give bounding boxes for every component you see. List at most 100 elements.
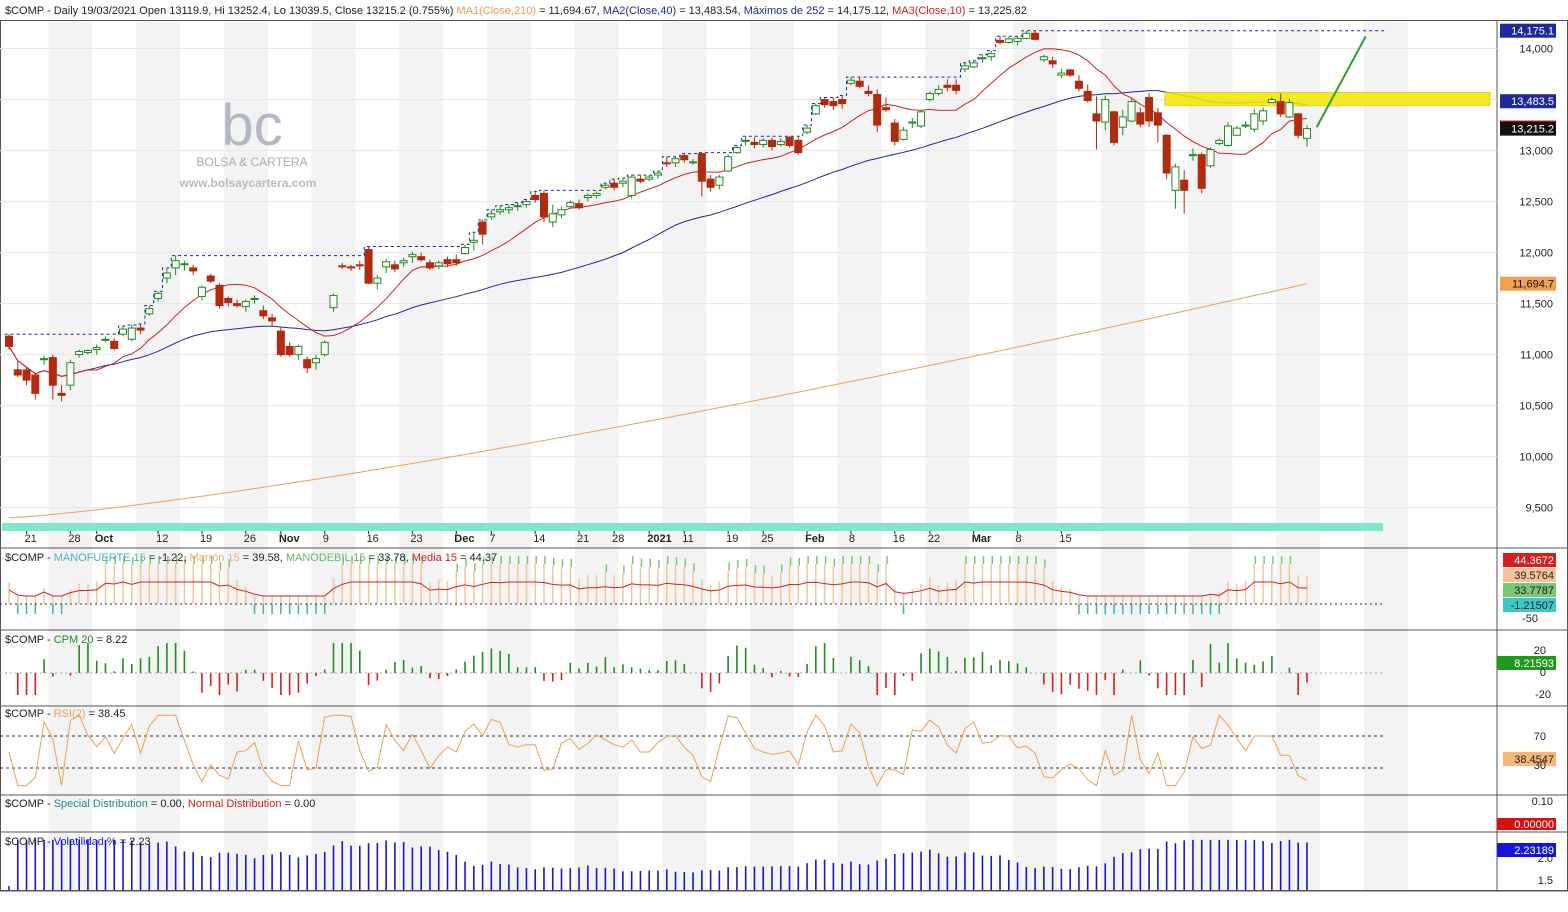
x-axis-label: Mar <box>972 533 992 545</box>
candle-down <box>697 153 706 182</box>
candle-up <box>724 156 733 172</box>
candle-up <box>1004 38 1013 43</box>
candle-down <box>215 284 224 307</box>
candle-up <box>987 53 996 58</box>
x-axis-label: 16 <box>367 533 379 545</box>
candle-down <box>943 84 952 88</box>
candle-up <box>399 260 408 264</box>
cpm-axis-tick-top: 20 <box>1534 645 1546 657</box>
mano-media-line <box>8 581 1308 597</box>
candle-up <box>461 246 470 255</box>
candle-up <box>469 239 478 243</box>
candle-down <box>1092 113 1101 122</box>
candle-up <box>715 176 724 186</box>
mano-tag <box>1503 553 1556 567</box>
price-tag <box>1500 94 1556 109</box>
candle-down <box>1031 32 1040 40</box>
candle-down <box>206 275 215 282</box>
x-axis-label: 21 <box>25 533 37 545</box>
candle-up <box>618 180 627 184</box>
candle-up <box>241 301 250 308</box>
candle-up <box>934 88 943 94</box>
candle-up <box>101 338 110 341</box>
candle-up <box>373 277 382 284</box>
price-tag-label: 14,175.1 <box>1511 26 1554 38</box>
candle-up <box>1022 32 1031 39</box>
candle-down <box>57 392 66 396</box>
price-axis-tick: 14,000 <box>1519 44 1553 56</box>
header-max-label: Máximos de 252 <box>744 5 825 17</box>
candle-up <box>127 327 136 340</box>
candle-up <box>92 346 101 350</box>
candle-down <box>13 369 22 376</box>
candle-down <box>268 317 277 322</box>
candle-down <box>539 192 548 218</box>
x-axis-label: 2021 <box>647 533 671 545</box>
candle-down <box>882 107 890 111</box>
price-grid: 14,00013,50013,00012,50012,00011,50011,0… <box>0 44 1553 515</box>
dist-axis-tick: 0.10 <box>1532 796 1553 808</box>
candle-down <box>303 359 312 369</box>
candle-down <box>31 374 40 394</box>
week-band <box>574 20 619 890</box>
week-band <box>750 20 794 890</box>
mano-tag-label: -1.21507 <box>1511 600 1554 612</box>
week-band <box>837 20 882 890</box>
x-axis-label: 23 <box>410 533 422 545</box>
x-axis-label: Dec <box>454 533 474 545</box>
candle-up <box>960 65 969 70</box>
x-axis-label: 28 <box>612 533 624 545</box>
mano-tag <box>1503 568 1556 582</box>
candle-down <box>355 264 364 267</box>
candle-up <box>83 350 92 354</box>
candle-up <box>741 139 750 142</box>
x-axis-label: 19 <box>200 533 212 545</box>
candle-down <box>873 93 882 126</box>
cpm-panel-title: $COMP - CPM 20 = 8.22 <box>5 634 127 646</box>
candle-down <box>338 265 347 268</box>
week-band <box>1363 20 1408 890</box>
candle-down <box>390 264 399 270</box>
header-ma2-value: = 13,483.54, <box>679 5 740 17</box>
price-tag <box>1500 276 1556 291</box>
candle-up <box>40 358 49 361</box>
candle-down <box>706 178 715 188</box>
ma10-line <box>8 48 1308 377</box>
rsi-axis-tick-top: 70 <box>1534 731 1546 743</box>
price-axis-tick: 11,000 <box>1520 350 1553 362</box>
header-ma1-value: = 11,694.67, <box>539 5 600 17</box>
candle-down <box>1276 101 1285 115</box>
candle-down <box>5 335 13 347</box>
candle-up <box>1250 113 1259 130</box>
price-axis-tick: 9,500 <box>1525 503 1553 515</box>
candle-down <box>636 178 645 182</box>
cpm-tag-label: 8.21593 <box>1514 658 1554 670</box>
candle-up <box>1267 99 1276 104</box>
candle-down <box>1162 134 1171 174</box>
x-axis-label: 22 <box>928 533 940 545</box>
candle-up <box>583 194 592 198</box>
candle-up <box>1188 154 1197 157</box>
price-tag <box>1500 121 1556 136</box>
candle-up <box>408 254 417 258</box>
mano-panel-title: $COMP - MANOFUERTE 15 = -1.22, Marrón 15… <box>5 552 497 564</box>
price-tag-label: 11,694.7 <box>1512 279 1554 291</box>
candle-up <box>1127 101 1136 122</box>
panel-separators <box>0 20 1568 892</box>
watermark-name: BOLSA & CARTERA <box>196 155 307 169</box>
candle-down <box>233 303 242 307</box>
candle-down <box>417 256 426 261</box>
price-layer: 21 28 Oct 12 19 26 Nov 9 16 23 Dec 7 14 21 28 2021 11 19 2… <box>2 30 1491 545</box>
candle-up <box>75 351 84 356</box>
rsi-line <box>8 714 1308 787</box>
candle-up <box>496 209 505 213</box>
candle-up <box>1118 116 1127 128</box>
candle-down <box>750 141 759 145</box>
header-ma3-label: MA3(Close,10) <box>892 5 965 17</box>
candle-down <box>1048 60 1057 65</box>
x-axis-label: 8 <box>849 533 855 545</box>
candle-down <box>785 136 794 146</box>
candle-up <box>1302 128 1311 139</box>
candle-down <box>1066 69 1075 76</box>
